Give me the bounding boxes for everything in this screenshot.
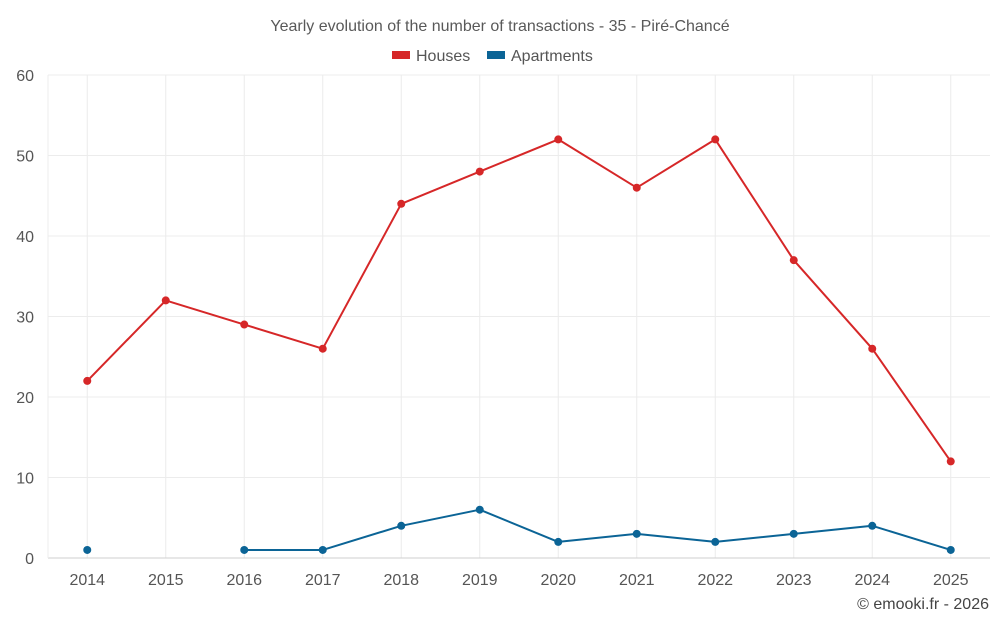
data-point-houses[interactable]	[475, 167, 484, 176]
legend: Houses Apartments	[392, 48, 593, 65]
data-point-apartments[interactable]	[632, 529, 641, 538]
legend-swatch-houses	[392, 51, 410, 59]
data-point-houses[interactable]	[789, 256, 798, 265]
data-point-apartments[interactable]	[318, 545, 327, 554]
y-tick-label: 40	[16, 229, 34, 246]
x-tick-label: 2016	[226, 572, 262, 589]
legend-label-apartments[interactable]: Apartments	[511, 48, 593, 65]
data-point-apartments[interactable]	[475, 505, 484, 514]
gridlines	[48, 74, 990, 558]
series	[83, 135, 955, 554]
x-tick-label: 2025	[933, 572, 969, 589]
y-tick-label: 50	[16, 149, 34, 166]
x-tick-label: 2021	[619, 572, 655, 589]
x-tick-label: 2022	[697, 572, 733, 589]
credit-text: © emooki.fr - 2026	[857, 596, 989, 613]
data-point-houses[interactable]	[868, 344, 877, 353]
y-tick-label: 60	[16, 68, 34, 85]
series-line-houses	[86, 138, 952, 462]
data-point-apartments[interactable]	[946, 545, 955, 554]
y-tick-label: 10	[16, 471, 34, 488]
data-point-houses[interactable]	[83, 376, 92, 385]
data-point-apartments[interactable]	[868, 521, 877, 530]
data-point-houses[interactable]	[554, 135, 563, 144]
data-point-houses[interactable]	[397, 199, 406, 208]
x-tick-label: 2017	[305, 572, 341, 589]
y-tick-label: 20	[16, 390, 34, 407]
data-point-houses[interactable]	[946, 457, 955, 466]
data-point-houses[interactable]	[161, 296, 170, 305]
x-tick-label: 2014	[69, 572, 105, 589]
data-point-houses[interactable]	[318, 344, 327, 353]
data-point-houses[interactable]	[240, 320, 249, 329]
data-point-apartments[interactable]	[397, 521, 406, 530]
data-point-houses[interactable]	[711, 135, 720, 144]
data-point-apartments[interactable]	[240, 545, 249, 554]
x-tick-label: 2020	[540, 572, 576, 589]
legend-label-houses[interactable]: Houses	[416, 48, 470, 65]
data-point-apartments[interactable]	[83, 545, 92, 554]
series-line-apartments	[244, 508, 952, 551]
data-point-apartments[interactable]	[789, 529, 798, 538]
series-houses	[83, 135, 955, 466]
chart-title: Yearly evolution of the number of transa…	[270, 18, 729, 35]
y-tick-label: 30	[16, 310, 34, 327]
data-point-houses[interactable]	[632, 183, 641, 192]
x-tick-label: 2024	[854, 572, 890, 589]
axes: 0 10 20 30 40 50 60 2014 2015 2016 2017 2018 2019 202…	[16, 68, 990, 589]
y-tick-label: 0	[25, 551, 34, 568]
x-tick-label: 2018	[383, 572, 419, 589]
legend-swatch-apartments	[487, 51, 505, 59]
data-point-apartments[interactable]	[554, 537, 563, 546]
series-apartments	[83, 505, 955, 554]
x-tick-label: 2019	[462, 572, 498, 589]
data-point-apartments[interactable]	[711, 537, 720, 546]
x-tick-label: 2015	[148, 572, 184, 589]
x-tick-label: 2023	[776, 572, 812, 589]
